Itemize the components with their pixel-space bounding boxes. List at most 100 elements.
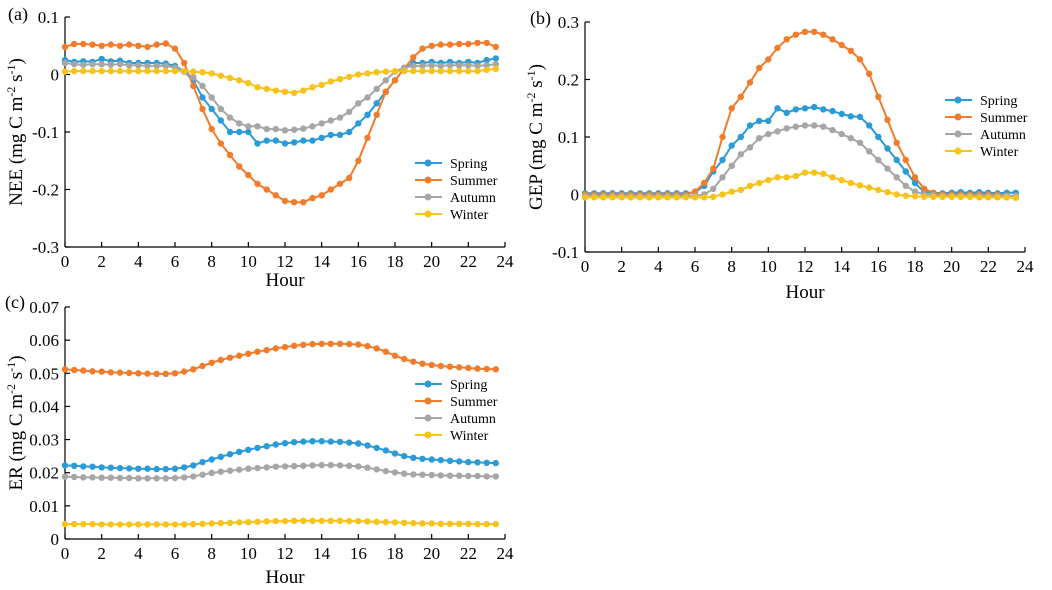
data-point-winter — [309, 517, 316, 524]
data-point-autumn — [373, 85, 380, 93]
data-point-summer — [80, 40, 87, 48]
data-point-summer — [291, 342, 298, 349]
x-tick-label: 24 — [497, 252, 515, 271]
data-point-winter — [1003, 194, 1010, 201]
data-point-winter — [728, 188, 735, 195]
data-point-summer — [355, 341, 362, 348]
data-point-winter — [921, 193, 928, 200]
series-line-summer — [585, 30, 1016, 198]
data-point-autumn — [226, 114, 234, 121]
data-point-summer — [801, 28, 809, 35]
data-point-winter — [226, 74, 234, 82]
x-tick-label: 2 — [97, 544, 106, 563]
data-point-winter — [236, 519, 243, 526]
y-axis-label: NEE (mg C m-2 s-1) — [4, 58, 27, 206]
data-point-autumn — [355, 100, 362, 107]
data-point-spring — [208, 105, 215, 113]
data-point-summer — [419, 45, 426, 52]
data-point-winter — [737, 186, 744, 194]
data-point-winter — [792, 172, 799, 180]
data-point-autumn — [98, 474, 105, 481]
data-point-spring — [875, 133, 882, 141]
data-point-autumn — [428, 471, 435, 479]
data-point-summer — [116, 42, 124, 49]
data-point-summer — [153, 370, 160, 378]
data-point-winter — [930, 193, 937, 200]
data-point-autumn — [327, 117, 334, 124]
data-point-spring — [355, 120, 362, 127]
data-point-winter — [126, 67, 133, 75]
data-point-winter — [428, 520, 435, 527]
data-point-summer — [465, 364, 472, 372]
x-axis-label: Hour — [785, 282, 825, 303]
data-point-spring — [465, 458, 472, 466]
data-point-spring — [71, 462, 78, 469]
data-point-summer — [272, 192, 279, 199]
data-point-summer — [382, 348, 389, 355]
data-point-winter — [245, 518, 252, 526]
data-point-winter — [71, 67, 78, 75]
data-point-winter — [89, 520, 96, 528]
panel-b-chart: (b)0 2 4 6 8 10 12 14 16 18 20 22 24-0.100.10.20.3Ho… — [524, 8, 1034, 303]
data-point-winter — [856, 182, 864, 189]
data-point-spring — [719, 156, 726, 164]
data-point-winter — [181, 67, 188, 75]
data-point-winter — [226, 519, 234, 526]
data-point-winter — [199, 69, 206, 76]
data-point-autumn — [391, 469, 399, 476]
data-point-spring — [847, 113, 854, 120]
data-point-summer — [355, 157, 362, 164]
data-point-autumn — [838, 130, 845, 138]
data-point-summer — [71, 366, 78, 374]
data-point-winter — [483, 520, 490, 528]
legend-marker-spring — [424, 380, 432, 388]
data-point-autumn — [774, 128, 781, 135]
data-point-winter — [419, 67, 426, 75]
data-point-spring — [774, 105, 781, 112]
data-point-autumn — [492, 60, 499, 68]
data-point-autumn — [291, 126, 298, 133]
data-point-spring — [291, 139, 298, 146]
legend-label-summer: Summer — [450, 174, 498, 189]
data-point-winter — [618, 194, 625, 201]
data-point-summer — [300, 199, 307, 206]
panel-a-label: (a) — [8, 4, 28, 25]
data-point-summer — [866, 70, 873, 78]
data-point-winter — [948, 193, 955, 200]
data-point-autumn — [217, 468, 224, 475]
data-point-summer — [774, 44, 781, 52]
legend-label-spring: Spring — [450, 378, 487, 393]
data-point-summer — [135, 42, 142, 49]
data-point-summer — [226, 151, 234, 159]
data-point-summer — [492, 366, 499, 373]
data-point-autumn — [765, 130, 772, 138]
data-point-winter — [89, 67, 96, 75]
data-point-autumn — [437, 62, 444, 70]
x-tick-label: 8 — [207, 252, 216, 271]
data-point-autumn — [135, 62, 142, 69]
data-point-winter — [391, 67, 399, 75]
data-point-winter — [171, 67, 179, 75]
data-point-winter — [153, 67, 160, 75]
data-point-spring — [902, 168, 909, 175]
data-point-winter — [437, 67, 444, 75]
data-point-spring — [327, 438, 334, 445]
data-point-winter — [474, 520, 481, 528]
data-point-summer — [61, 366, 69, 373]
y-tick-label: -0.1 — [32, 123, 59, 142]
data-point-spring — [291, 439, 298, 446]
data-point-winter — [336, 517, 344, 524]
data-point-autumn — [446, 62, 454, 69]
data-point-winter — [135, 67, 142, 75]
data-point-autumn — [245, 465, 252, 472]
data-point-spring — [126, 465, 133, 472]
data-point-autumn — [801, 122, 809, 129]
data-point-autumn — [792, 123, 799, 130]
data-point-spring — [737, 133, 744, 141]
data-point-autumn — [829, 126, 836, 134]
y-tick-label: 0.03 — [29, 431, 59, 450]
data-point-autumn — [291, 462, 298, 470]
data-point-summer — [245, 171, 252, 179]
data-point-spring — [116, 464, 124, 472]
x-tick-label: 24 — [497, 544, 515, 563]
